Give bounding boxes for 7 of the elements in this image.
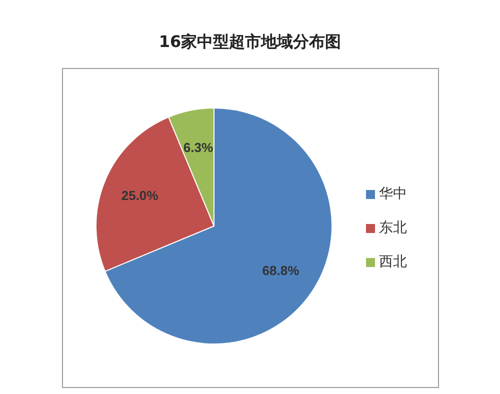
data-label: 68.8% xyxy=(262,263,300,278)
data-label: 25.0% xyxy=(121,188,159,203)
legend-label: 华中 xyxy=(379,186,407,202)
data-label: 6.3% xyxy=(183,140,214,155)
chart-title: 16家中型超市地域分布图 xyxy=(158,32,342,53)
legend-label: 西北 xyxy=(379,254,407,270)
legend-label: 东北 xyxy=(379,220,407,236)
